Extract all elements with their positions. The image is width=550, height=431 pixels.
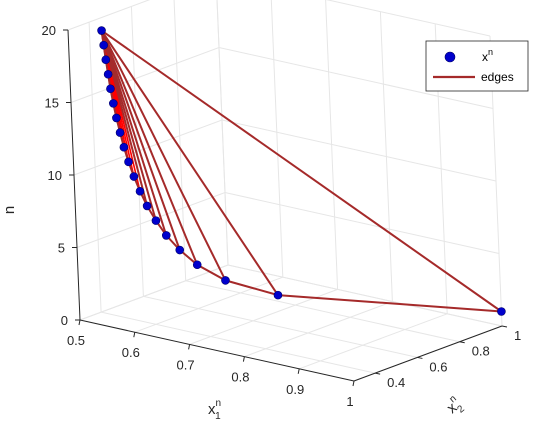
legend-marker-xn: [444, 51, 456, 63]
grid-line-z: [67, 0, 491, 37]
data-point: [273, 290, 283, 300]
grid-line-z: [73, 119, 497, 182]
y-tick-label: 0.8: [472, 344, 490, 359]
y-tick-mark: [459, 341, 465, 344]
x-tick-label: 0.6: [122, 345, 140, 360]
data-point: [103, 69, 113, 79]
edge-line: [100, 30, 227, 281]
data-point: [135, 186, 145, 196]
z-axis-label: n: [1, 206, 18, 214]
x-tick-mark: [133, 332, 136, 338]
data-point: [99, 40, 108, 50]
legend: xn edges: [425, 40, 529, 92]
x-tick-mark: [297, 368, 300, 374]
axis-labels: xn 1 xn2 n: [1, 206, 467, 422]
data-point: [101, 55, 111, 65]
data-point: [221, 276, 230, 285]
data-point: [161, 231, 171, 240]
data-point: [142, 201, 152, 211]
y-tick-label: 1: [514, 328, 521, 343]
grid-line-z: [76, 191, 500, 254]
x-tick-label: 0.5: [67, 333, 85, 348]
x-tick-mark: [78, 319, 81, 326]
edge-line: [100, 30, 279, 296]
z-tick-label: 20: [42, 23, 56, 38]
data-point: [115, 128, 125, 137]
pane-floor: [80, 265, 502, 381]
z-tick-label: 15: [45, 96, 59, 111]
legend-label-edges: edges: [481, 70, 514, 84]
x-tick-mark: [242, 356, 245, 362]
axes-box: [63, 29, 508, 387]
data-point: [109, 99, 118, 108]
data-point: [106, 84, 115, 94]
data-point: [192, 260, 202, 270]
data-point: [175, 245, 185, 255]
data-point: [151, 216, 161, 225]
y-tick-mark: [417, 356, 423, 359]
y-tick-mark: [375, 372, 381, 375]
x-tick-label: 0.7: [177, 357, 195, 372]
z-tick-label: 10: [48, 168, 62, 183]
x-axis-label: xn 1: [208, 398, 221, 422]
edge-line: [100, 30, 181, 251]
data-point: [112, 113, 121, 123]
markers-series: [97, 26, 506, 316]
x-axis-line: [79, 319, 355, 382]
data-point: [497, 307, 506, 316]
legend-label-xn: xn: [482, 47, 493, 64]
y-tick-mark: [501, 325, 508, 328]
x-tick-label: 0.8: [231, 370, 249, 385]
edge-line: [100, 29, 502, 313]
data-point: [129, 172, 139, 181]
data-point: [124, 157, 133, 167]
data-point: [97, 26, 106, 35]
y-tick-label: 0.6: [429, 359, 447, 374]
y-axis-label: xn2: [442, 393, 467, 420]
z-tick-label: 0: [61, 313, 68, 328]
x-tick-label: 1: [346, 394, 353, 409]
z-tick-label: 5: [58, 241, 65, 256]
x-tick-label: 0.9: [286, 382, 304, 397]
y-axis-line: [353, 325, 503, 382]
x-tick-mark: [188, 344, 191, 350]
data-point: [119, 142, 129, 152]
edge-line: [100, 30, 199, 266]
x-tick-mark: [352, 380, 355, 387]
legend-box: [425, 40, 529, 92]
y-tick-label: 0.4: [387, 375, 405, 390]
